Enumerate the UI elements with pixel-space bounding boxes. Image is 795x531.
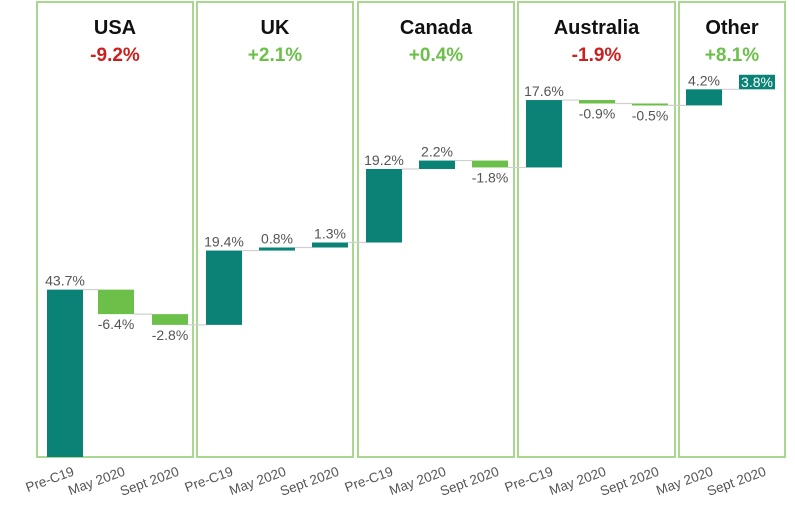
bar-value-label: -0.9% (579, 105, 616, 121)
bar-value-label: 4.2% (688, 72, 720, 88)
category-tick-label: Pre-C19 (343, 464, 395, 495)
bar-australia-sept-2020 (632, 103, 668, 106)
panel-change-value: +8.1% (705, 45, 760, 66)
bar-uk-sept-2020 (312, 242, 348, 248)
panel-change-value: +2.1% (248, 45, 303, 66)
panel-canada: Canada +0.4% 19.2% Pre-C19 2.2% May 2020 -1.8%… (343, 1, 515, 499)
bar-value-label: 3.8% (741, 74, 773, 90)
category-tick-label: May 2020 (547, 464, 608, 498)
panel-change-value: -9.2% (90, 45, 140, 66)
panel-australia: Australia -1.9% 17.6% Pre-C19 -0.9% May 2020 -… (503, 1, 676, 499)
bar-value-label: -6.4% (98, 316, 135, 332)
category-tick-label: Sept 2020 (438, 464, 501, 499)
category-tick-label: May 2020 (387, 464, 448, 498)
panel-change-value: -1.9% (572, 45, 622, 66)
panel-other: Other +8.1% 4.2% May 2020 3.8% Sept 2020 (654, 1, 786, 499)
bar-value-label: 19.2% (364, 152, 404, 168)
bar-australia-pre-c19 (526, 100, 562, 168)
category-tick-label: May 2020 (227, 464, 288, 498)
panel-title: Other (705, 17, 759, 39)
bar-australia-may-2020 (579, 100, 615, 104)
panel-title: Canada (400, 17, 473, 39)
panel-title: UK (261, 17, 290, 39)
panel-uk: UK +2.1% 19.4% Pre-C19 0.8% May 2020 1.3% Sept … (183, 1, 354, 499)
panel-border (196, 1, 354, 458)
panel-title: USA (94, 17, 136, 39)
category-tick-label: Sept 2020 (118, 464, 181, 499)
bar-canada-sept-2020 (472, 160, 508, 168)
category-tick-label: May 2020 (66, 464, 127, 498)
category-tick-label: Sept 2020 (278, 464, 341, 499)
bar-value-label: 0.8% (261, 230, 293, 246)
category-tick-label: Pre-C19 (503, 464, 555, 495)
bar-value-label: 19.4% (204, 234, 244, 250)
bar-value-label: -1.8% (472, 169, 509, 185)
category-tick-label: Sept 2020 (598, 464, 661, 499)
bar-usa-pre-c19 (47, 289, 83, 457)
category-tick-label: Sept 2020 (705, 464, 768, 499)
bar-canada-pre-c19 (366, 168, 402, 243)
bar-uk-pre-c19 (206, 250, 242, 325)
bar-usa-sept-2020 (152, 314, 188, 325)
category-tick-label: Pre-C19 (183, 464, 235, 495)
bar-other-may-2020 (686, 89, 722, 106)
bar-uk-may-2020 (259, 247, 295, 251)
bar-value-label: -0.5% (632, 107, 669, 123)
bar-canada-may-2020 (419, 160, 455, 169)
bar-other-sept-2020 (739, 74, 775, 90)
bar-value-label: 2.2% (421, 144, 453, 160)
bar-value-label: 17.6% (524, 83, 564, 99)
panel-title: Australia (554, 17, 640, 39)
panel-usa: USA-9.2%43.7%Pre-C19-6.4%May 2020-2.8%Se… (24, 1, 194, 499)
panel-border (36, 1, 194, 458)
panel-border (678, 1, 786, 458)
bar-value-label: 1.3% (314, 226, 346, 242)
category-tick-label: May 2020 (654, 464, 715, 498)
panel-border (357, 1, 515, 458)
bar-usa-may-2020 (98, 289, 134, 315)
bar-value-label: -2.8% (152, 327, 189, 343)
panel-change-value: +0.4% (409, 45, 464, 66)
bar-value-label: 43.7% (45, 273, 85, 289)
panel-border (517, 1, 676, 458)
